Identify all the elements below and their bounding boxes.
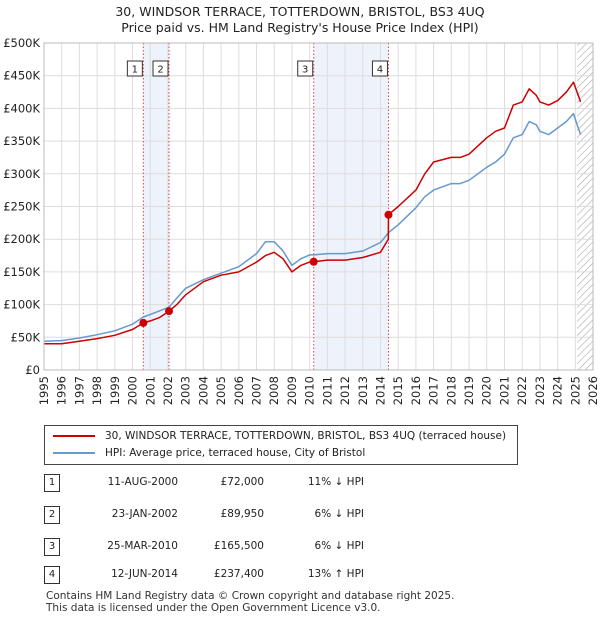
x-tick-label: 2004 bbox=[196, 376, 210, 405]
legend-swatch-hpi bbox=[53, 452, 95, 454]
y-tick-label: £150K bbox=[3, 265, 40, 279]
chart-subtitle: Price paid vs. HM Land Registry's House … bbox=[121, 20, 479, 35]
sale-label: 2 bbox=[157, 65, 163, 76]
chart-title: 30, WINDSOR TERRACE, TOTTERDOWN, BRISTOL… bbox=[115, 4, 485, 19]
x-tick-label: 2002 bbox=[161, 376, 175, 405]
x-tick-label: 2021 bbox=[497, 376, 511, 405]
transaction-number: 2 bbox=[44, 506, 60, 524]
y-tick-label: £0 bbox=[25, 363, 40, 377]
x-tick-label: 1999 bbox=[108, 376, 122, 405]
transaction-hpi: 13% ↑ HPI bbox=[307, 568, 364, 580]
x-tick-label: 1996 bbox=[55, 376, 69, 405]
hpi-line bbox=[43, 112, 582, 342]
x-tick-label: 2010 bbox=[303, 376, 317, 405]
sale-label-box bbox=[371, 60, 388, 77]
transaction-date: 12-JUN-2014 bbox=[111, 568, 178, 580]
x-tick-label: 2014 bbox=[373, 376, 387, 405]
x-tick-label: 2013 bbox=[356, 376, 370, 405]
x-tick-label: 2024 bbox=[551, 376, 565, 405]
legend-label-property: 30, WINDSOR TERRACE, TOTTERDOWN, BRISTOL… bbox=[105, 430, 507, 442]
x-tick-label: 2019 bbox=[462, 376, 476, 405]
sale-label-box bbox=[126, 60, 143, 77]
transaction-number: 1 bbox=[44, 474, 60, 492]
y-tick-label: £100K bbox=[3, 298, 40, 312]
x-tick-label: 2020 bbox=[480, 376, 494, 405]
transaction-date: 25-MAR-2010 bbox=[107, 540, 178, 552]
y-tick-label: £250K bbox=[3, 200, 40, 214]
y-tick-label: £400K bbox=[3, 101, 40, 115]
x-tick-label: 2007 bbox=[250, 376, 264, 405]
legend: 30, WINDSOR TERRACE, TOTTERDOWN, BRISTOL… bbox=[44, 425, 518, 465]
transaction-hpi: 6% ↓ HPI bbox=[314, 508, 364, 520]
y-tick-label: £300K bbox=[3, 167, 40, 181]
transaction-number: 4 bbox=[44, 566, 60, 584]
x-tick-label: 2016 bbox=[409, 376, 423, 405]
sale-label: 3 bbox=[302, 65, 308, 76]
transaction-row: 4 12-JUN-2014 £237,400 13% ↑ HPI bbox=[44, 566, 564, 586]
footer-licence: This data is licensed under the Open Gov… bbox=[46, 602, 381, 614]
x-tick-label: 1998 bbox=[90, 376, 104, 405]
transaction-row: 1 11-AUG-2000 £72,000 11% ↓ HPI bbox=[44, 474, 564, 494]
sale-point bbox=[384, 210, 393, 219]
x-tick-label: 2023 bbox=[533, 376, 547, 405]
x-tick-label: 2009 bbox=[285, 376, 299, 405]
property-price-line bbox=[44, 81, 582, 345]
y-tick-label: £350K bbox=[3, 134, 40, 148]
x-tick-label: 2022 bbox=[515, 376, 529, 405]
sale-label-box bbox=[297, 60, 314, 77]
x-tick-label: 2025 bbox=[568, 376, 582, 405]
x-tick-label: 2008 bbox=[267, 376, 281, 405]
transaction-row: 3 25-MAR-2010 £165,500 6% ↓ HPI bbox=[44, 538, 564, 558]
legend-label-hpi: HPI: Average price, terraced house, City… bbox=[105, 447, 366, 459]
x-tick-label: 2011 bbox=[320, 376, 334, 405]
y-tick-label: £50K bbox=[11, 330, 41, 344]
price-chart: 1 2 3 4 £0 £50K £100K £150K £200K £250K £300K £350… bbox=[3, 36, 600, 405]
x-tick-label: 1997 bbox=[72, 376, 86, 405]
y-tick-label: £200K bbox=[3, 232, 40, 246]
sale-label: 1 bbox=[132, 65, 138, 76]
transaction-date: 11-AUG-2000 bbox=[107, 476, 178, 488]
sale-point bbox=[165, 307, 174, 316]
x-tick-label: 1995 bbox=[37, 376, 51, 405]
x-tick-label: 2017 bbox=[427, 376, 441, 405]
x-tick-label: 2006 bbox=[232, 376, 246, 405]
footer-copyright: Contains HM Land Registry data © Crown c… bbox=[46, 590, 455, 602]
transaction-price: £72,000 bbox=[220, 476, 264, 488]
y-tick-label: £450K bbox=[3, 69, 40, 83]
sale-point bbox=[139, 318, 148, 327]
legend-item-hpi: HPI: Average price, terraced house, City… bbox=[53, 445, 365, 461]
x-tick-label: 2015 bbox=[391, 376, 405, 405]
transaction-date: 23-JAN-2002 bbox=[111, 508, 178, 520]
y-tick-label: £500K bbox=[3, 36, 40, 50]
transaction-number: 3 bbox=[44, 538, 60, 556]
transaction-hpi: 6% ↓ HPI bbox=[314, 540, 364, 552]
transaction-row: 2 23-JAN-2002 £89,950 6% ↓ HPI bbox=[44, 506, 564, 526]
sale-label-box bbox=[152, 60, 169, 77]
transaction-hpi: 11% ↓ HPI bbox=[307, 476, 364, 488]
x-tick-label: 2005 bbox=[214, 376, 228, 405]
x-tick-label: 2003 bbox=[179, 376, 193, 405]
x-tick-label: 2026 bbox=[586, 376, 600, 405]
x-tick-label: 2012 bbox=[338, 376, 352, 405]
plot-border bbox=[43, 42, 594, 371]
x-tick-label: 2018 bbox=[444, 376, 458, 405]
transaction-price: £237,400 bbox=[213, 568, 264, 580]
transaction-price: £165,500 bbox=[213, 540, 264, 552]
legend-item-property: 30, WINDSOR TERRACE, TOTTERDOWN, BRISTOL… bbox=[53, 428, 506, 444]
legend-swatch-property bbox=[53, 435, 95, 437]
x-tick-label: 2001 bbox=[143, 376, 157, 405]
transaction-price: £89,950 bbox=[220, 508, 264, 520]
sale-point bbox=[309, 257, 318, 266]
x-tick-label: 2000 bbox=[126, 376, 140, 405]
sale-label: 4 bbox=[377, 65, 383, 76]
